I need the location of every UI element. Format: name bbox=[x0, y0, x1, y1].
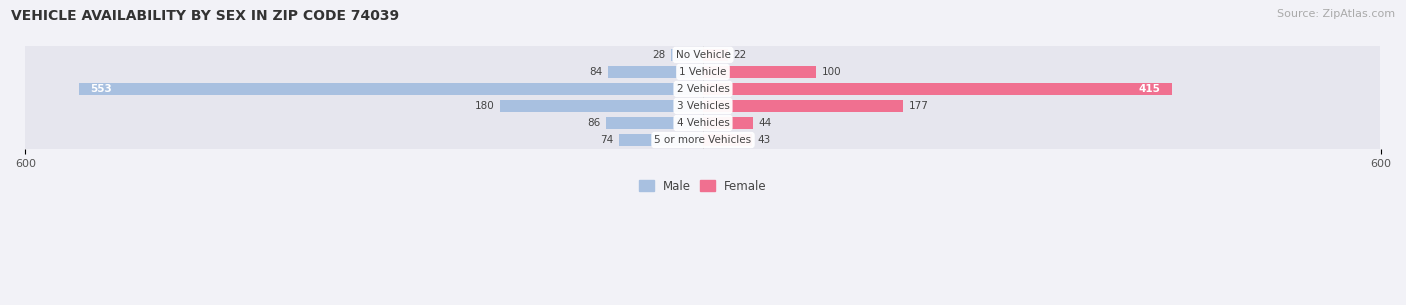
Bar bbox=[609, 66, 703, 78]
Text: 44: 44 bbox=[758, 118, 772, 128]
Text: 43: 43 bbox=[758, 135, 770, 145]
Text: 2 Vehicles: 2 Vehicles bbox=[676, 84, 730, 94]
Bar bbox=[25, 63, 1381, 81]
Text: VEHICLE AVAILABILITY BY SEX IN ZIP CODE 74039: VEHICLE AVAILABILITY BY SEX IN ZIP CODE … bbox=[11, 9, 399, 23]
Bar bbox=[499, 100, 703, 112]
Bar bbox=[672, 49, 703, 61]
Text: 3 Vehicles: 3 Vehicles bbox=[676, 101, 730, 111]
Text: 28: 28 bbox=[652, 50, 665, 60]
Bar bbox=[25, 131, 1381, 149]
Bar bbox=[79, 83, 703, 95]
Text: 84: 84 bbox=[589, 67, 603, 77]
Text: 415: 415 bbox=[1139, 84, 1160, 94]
Text: 74: 74 bbox=[600, 135, 614, 145]
Bar bbox=[25, 46, 1381, 63]
Bar bbox=[703, 49, 728, 61]
Bar bbox=[25, 97, 1381, 114]
Text: 1 Vehicle: 1 Vehicle bbox=[679, 67, 727, 77]
Text: 22: 22 bbox=[734, 50, 747, 60]
Text: 177: 177 bbox=[908, 101, 928, 111]
Text: 5 or more Vehicles: 5 or more Vehicles bbox=[654, 135, 752, 145]
Bar bbox=[25, 114, 1381, 131]
Text: No Vehicle: No Vehicle bbox=[675, 50, 731, 60]
Text: Source: ZipAtlas.com: Source: ZipAtlas.com bbox=[1277, 9, 1395, 19]
Bar bbox=[25, 81, 1381, 97]
Bar bbox=[703, 134, 752, 146]
Bar bbox=[620, 134, 703, 146]
Text: 180: 180 bbox=[474, 101, 494, 111]
Bar bbox=[703, 66, 815, 78]
Bar bbox=[703, 100, 903, 112]
Bar bbox=[703, 83, 1171, 95]
Text: 86: 86 bbox=[586, 118, 600, 128]
Text: 4 Vehicles: 4 Vehicles bbox=[676, 118, 730, 128]
Bar bbox=[606, 117, 703, 129]
Text: 553: 553 bbox=[90, 84, 111, 94]
Legend: Male, Female: Male, Female bbox=[634, 175, 772, 198]
Bar bbox=[703, 117, 752, 129]
Text: 100: 100 bbox=[821, 67, 841, 77]
